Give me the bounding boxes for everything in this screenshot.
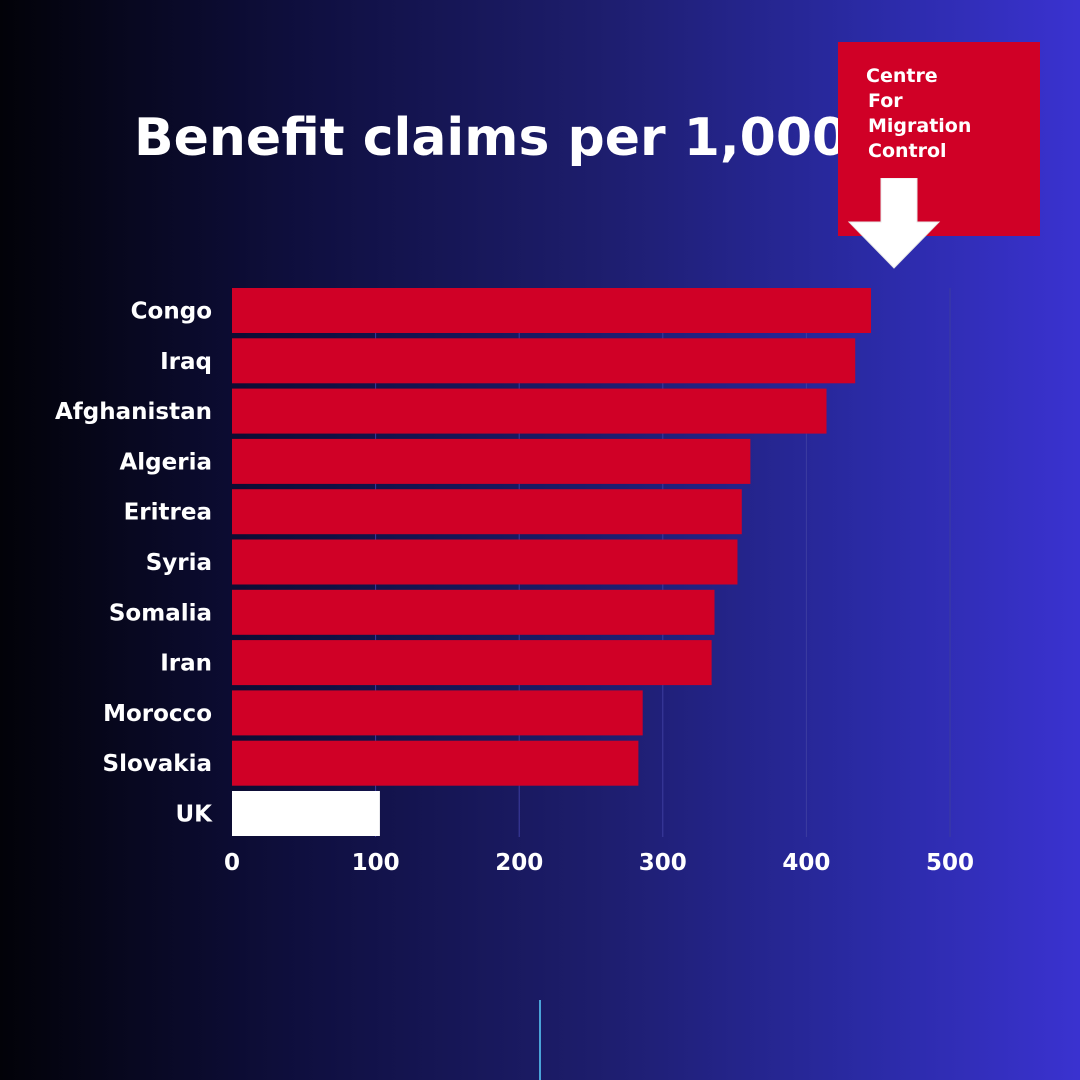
x-tick-label-400: 400 (782, 850, 830, 876)
chart-title: Benefit claims per 1,000 (134, 108, 849, 168)
logo-line-migration: Migration (868, 115, 972, 137)
bar-algeria (232, 438, 751, 484)
bar-uk (232, 791, 380, 836)
centre-for-migration-control-logo: Centre For Migration Control (838, 42, 1040, 269)
category-label-afghanistan: Afghanistan (55, 399, 212, 425)
bar-iraq (232, 338, 856, 384)
bar-iran (232, 640, 712, 686)
category-label-syria: Syria (146, 550, 212, 576)
logo-line-control: Control (868, 140, 947, 162)
bar-eritrea (232, 489, 742, 535)
bar-somalia (232, 589, 715, 635)
logo-line-for: For (868, 90, 903, 112)
bar-slovakia (232, 740, 639, 786)
x-tick-label-200: 200 (495, 850, 543, 876)
logo-text: Centre For Migration Control (866, 64, 971, 164)
bar-afghanistan (232, 388, 827, 434)
x-tick-label-100: 100 (352, 850, 400, 876)
category-label-somalia: Somalia (109, 600, 212, 626)
x-tick-label-300: 300 (639, 850, 687, 876)
category-label-uk: UK (176, 802, 214, 828)
category-label-iran: Iran (160, 651, 212, 677)
bar-syria (232, 539, 738, 585)
divider-line (539, 1000, 541, 1080)
category-label-slovakia: Slovakia (103, 751, 212, 777)
x-tick-label-0: 0 (224, 850, 240, 876)
x-tick-label-500: 500 (926, 850, 974, 876)
bar-chart: Congo Iraq Afghanistan Algeria Eritrea Syria S… (55, 288, 974, 876)
category-label-morocco: Morocco (103, 701, 212, 727)
category-label-eritrea: Eritrea (124, 500, 212, 526)
category-label-congo: Congo (131, 299, 212, 325)
down-arrow-icon (847, 178, 941, 269)
category-label-iraq: Iraq (160, 349, 212, 375)
bar-morocco (232, 690, 643, 736)
logo-line-centre: Centre (866, 65, 938, 87)
bar-congo (232, 288, 872, 333)
category-label-algeria: Algeria (120, 449, 213, 475)
